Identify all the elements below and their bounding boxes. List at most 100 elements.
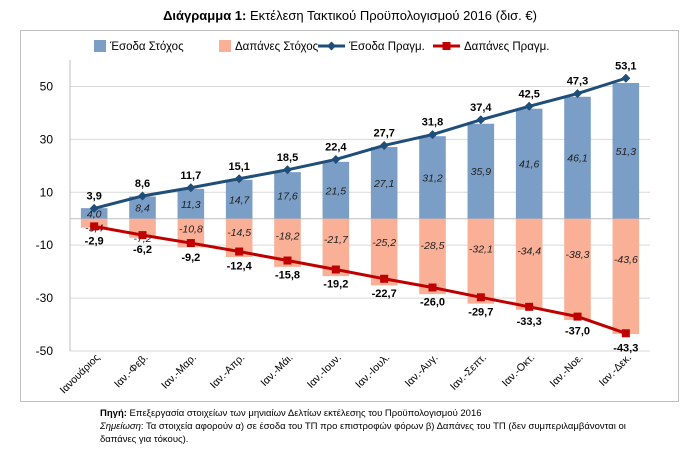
revenue-actual-point xyxy=(573,89,582,99)
bar-label-revenue: 17,6 xyxy=(277,190,298,202)
bar-label-expense: -14,5 xyxy=(227,227,251,239)
revenue-actual-line xyxy=(93,76,627,210)
line-label-revenue: 3,9 xyxy=(87,190,102,202)
line-label-revenue: 37,4 xyxy=(470,102,492,114)
expense-actual-point xyxy=(331,265,340,274)
bar-expense-target xyxy=(612,218,640,335)
y-tick-label: 30 xyxy=(40,132,54,146)
source-text: Επεξεργασία στοιχείων των μηνιαίων Δελτί… xyxy=(126,408,482,419)
remark-label: Σημείωση xyxy=(100,421,141,432)
y-tick-label: 10 xyxy=(40,185,54,199)
line-label-revenue: 42,5 xyxy=(518,88,539,100)
y-tick-label: 50 xyxy=(40,79,54,93)
revenue-actual-point xyxy=(186,183,196,193)
bar-revenue-target xyxy=(467,123,495,219)
bar-label-revenue: 14,7 xyxy=(229,194,251,206)
source-note: Πηγή: Επεξεργασία στοιχείων των μηνιαίων… xyxy=(100,407,660,420)
legend-label-revenue-actual: Έσοδα Πραγμ. xyxy=(348,41,425,53)
expense-actual-point xyxy=(235,247,244,256)
bar-label-expense: -21,7 xyxy=(324,234,349,246)
expense-actual-point xyxy=(138,231,147,240)
bar-revenue-target xyxy=(564,96,591,219)
expense-actual-point xyxy=(186,239,195,248)
expense-actual-point xyxy=(573,312,582,321)
revenue-actual-point xyxy=(379,140,389,150)
line-label-expense: -9,2 xyxy=(181,252,200,264)
revenue-actual-point xyxy=(476,115,486,125)
revenue-actual-point xyxy=(428,130,437,140)
x-tick-label: Ιαν.-Μαρ. xyxy=(159,352,199,392)
revenue-actual-point xyxy=(283,165,292,175)
line-label-revenue: 27,7 xyxy=(373,127,394,139)
bar-expense-target xyxy=(467,218,495,304)
bar-expense-target xyxy=(515,218,543,310)
bar-label-revenue: 4,0 xyxy=(87,208,102,220)
line-label-expense: -19,2 xyxy=(323,279,348,291)
bar-label-expense: -38,3 xyxy=(566,249,590,261)
line-label-revenue: 11,7 xyxy=(180,170,201,182)
x-tick-label: Ιαν.-Νοε. xyxy=(548,352,586,390)
legend-swatch-expense-target xyxy=(219,40,231,52)
x-tick-label: Ιαν.-Απρ. xyxy=(208,352,247,391)
y-tick-label: -30 xyxy=(36,291,54,305)
bar-label-expense: -34,4 xyxy=(517,246,541,258)
revenue-actual-point xyxy=(138,191,147,201)
bar-label-expense: -25,2 xyxy=(372,237,396,249)
legend-swatch-revenue-target xyxy=(94,40,106,52)
expense-actual-point xyxy=(283,256,292,265)
bar-label-revenue: 41,6 xyxy=(519,159,540,171)
chart-title-text: Εκτέλεση Τακτικού Προϋπολογισμού 2016 (δ… xyxy=(246,8,537,23)
expense-actual-point xyxy=(621,329,630,338)
expense-actual-point xyxy=(380,274,389,283)
bar-label-expense: -32,1 xyxy=(469,243,493,255)
remark-text: : Τα στοιχεία αφορούν α) σε έσοδα του ΤΠ… xyxy=(100,421,626,445)
line-label-revenue: 47,3 xyxy=(567,76,588,88)
bar-label-revenue: 11,3 xyxy=(181,199,201,211)
expense-actual-line xyxy=(93,224,627,335)
x-tick-label: Ιανουάριος xyxy=(58,352,103,397)
bar-label-revenue: 46,1 xyxy=(567,153,587,165)
expense-actual-point xyxy=(476,293,485,302)
line-label-expense: -33,3 xyxy=(517,316,542,328)
bar-label-revenue: 21,5 xyxy=(325,185,347,197)
legend-label-expense-actual: Δαπάνες Πραγμ. xyxy=(464,41,549,53)
bar-label-revenue: 35,9 xyxy=(471,166,492,178)
line-label-revenue: 8,6 xyxy=(135,178,150,190)
bar-revenue-target xyxy=(322,161,350,219)
line-label-expense: -43,3 xyxy=(613,342,638,354)
x-tick-label: Ιαν.-Αυγ. xyxy=(403,352,441,390)
chart-title-bold: Διάγραμμα 1: xyxy=(163,8,247,23)
bar-label-expense: -43,6 xyxy=(614,254,638,266)
legend-marker-revenue-actual xyxy=(327,41,336,51)
line-label-expense: -6,2 xyxy=(133,244,152,256)
source-label: Πηγή: xyxy=(100,408,127,419)
line-label-revenue: 15,1 xyxy=(228,161,249,173)
bar-label-revenue: 31,2 xyxy=(422,172,443,184)
x-tick-label: Ιαν.-Οκτ. xyxy=(500,352,538,390)
chart-notes: Πηγή: Επεξεργασία στοιχείων των μηνιαίων… xyxy=(100,407,660,446)
x-tick-label: Ιαν.-Δεκ. xyxy=(597,352,634,389)
x-tick-label: Ιαν.-Μάι. xyxy=(258,352,295,389)
bar-label-revenue: 27,1 xyxy=(373,178,394,190)
revenue-actual-point xyxy=(524,101,534,111)
revenue-actual-point xyxy=(89,203,99,213)
remark-note: Σημείωση: Τα στοιχεία αφορούν α) σε έσοδ… xyxy=(100,420,660,446)
line-label-expense: -2,9 xyxy=(85,235,104,247)
bar-revenue-target xyxy=(129,196,156,219)
bar-revenue-target xyxy=(419,136,446,219)
chart-title: Διάγραμμα 1: Εκτέλεση Τακτικού Προϋπολογ… xyxy=(0,8,700,23)
line-label-expense: -29,7 xyxy=(468,306,493,318)
line-label-revenue: 31,8 xyxy=(422,117,443,129)
legend-marker-expense-actual xyxy=(442,42,451,50)
revenue-actual-point xyxy=(234,174,244,184)
legend-label-expense-target: Δαπάνες Στόχος xyxy=(235,41,319,53)
bar-revenue-target xyxy=(274,172,301,219)
chart-frame xyxy=(20,30,679,402)
bar-revenue-target xyxy=(177,188,205,219)
line-label-revenue: 18,5 xyxy=(277,152,298,164)
bar-revenue-target xyxy=(80,208,108,219)
bar-expense-target xyxy=(419,218,446,295)
bar-label-expense: -10,8 xyxy=(179,224,203,236)
bar-revenue-target xyxy=(515,108,543,219)
